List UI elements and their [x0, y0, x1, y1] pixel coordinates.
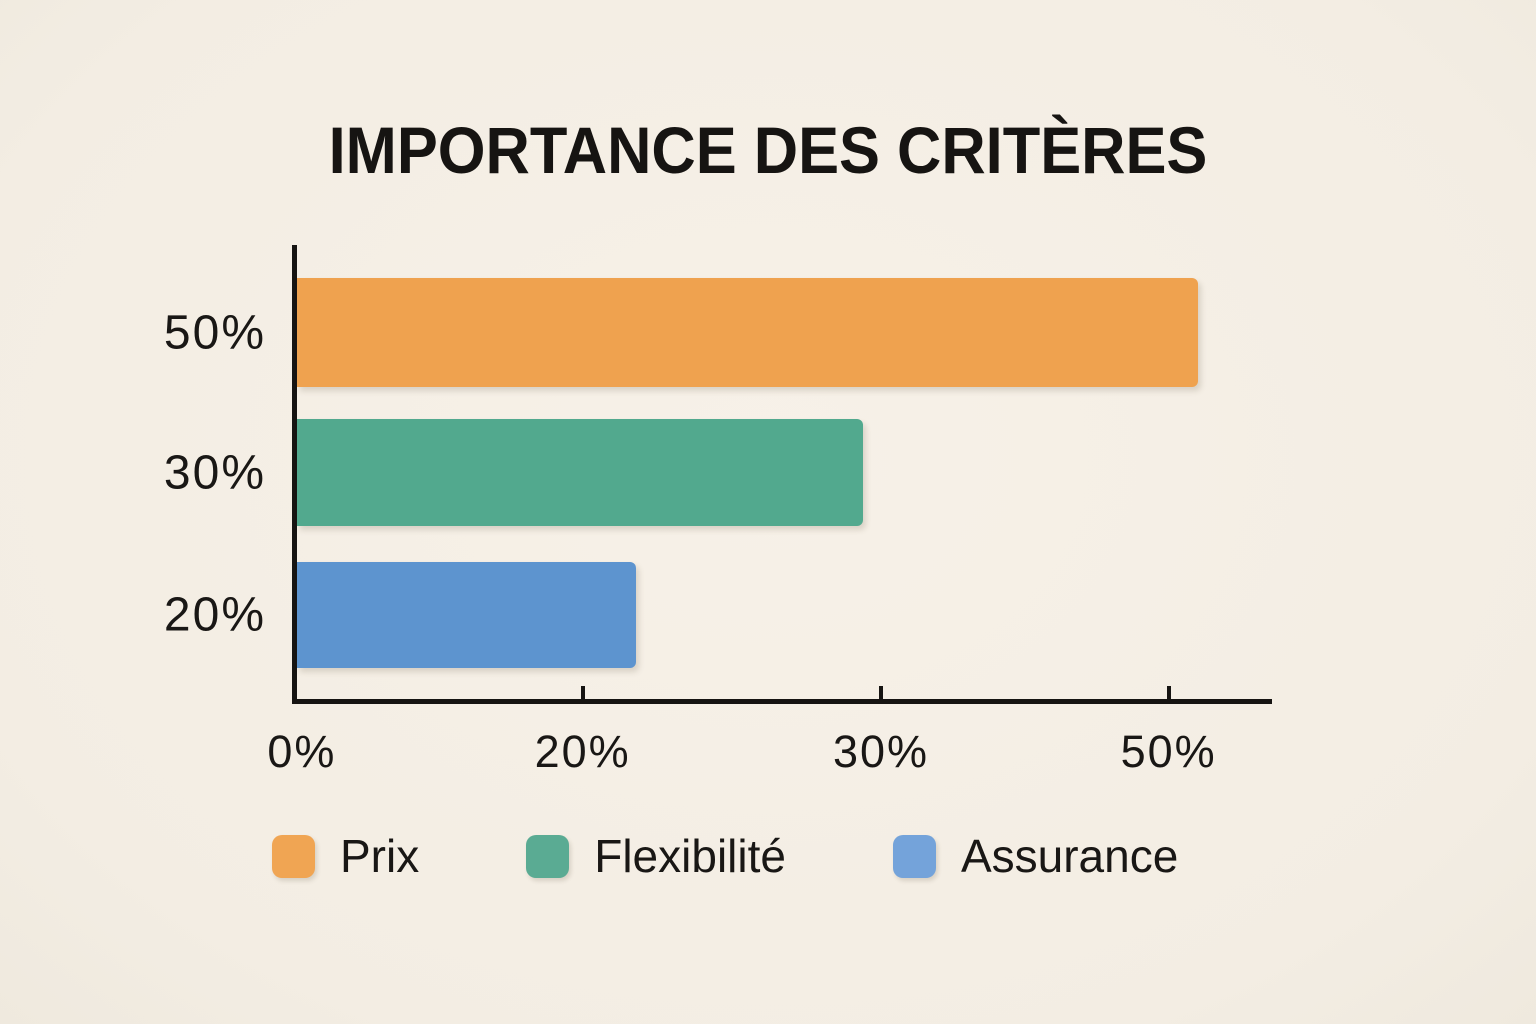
x-axis-tick-label-20-: 20% [534, 726, 631, 777]
bar-value-label-flexibilite: 30% [163, 446, 266, 499]
legend-label-prix: Prix [340, 830, 420, 882]
legend-swatch-assurance [892, 834, 936, 878]
bar-flexibilite [297, 419, 863, 526]
legend-label-flexibilite: Flexibilité [594, 830, 786, 882]
chart-title: IMPORTANCE DES CRITÈRES [328, 113, 1208, 187]
legend-item-assurance: Assurance [892, 829, 1179, 883]
bar-prix [297, 278, 1198, 387]
plot-area: 50% 30% 20% 0% 20% 30% 50% [164, 245, 1272, 777]
x-axis-tick-label-50-: 50% [1120, 726, 1217, 777]
legend-item-prix: Prix [272, 829, 419, 883]
x-axis-tick-label-0-: 0% [267, 726, 337, 777]
legend-swatch-flexibilite [526, 834, 570, 878]
bar-value-label-assurance: 20% [163, 588, 266, 642]
x-axis-tick-50- [1166, 686, 1171, 699]
legend-swatch-prix [272, 834, 315, 878]
bar-value-label-prix: 50% [163, 306, 266, 359]
bar-assurance [297, 562, 637, 668]
x-axis-tick-30- [879, 686, 884, 699]
legend: Prix Flexibilité Assurance [272, 829, 1178, 883]
x-axis-tick-20- [580, 686, 585, 699]
legend-item-flexibilite: Flexibilité [526, 829, 786, 883]
legend-label-assurance: Assurance [960, 830, 1179, 882]
x-axis-tick-label-30-: 30% [832, 726, 930, 777]
